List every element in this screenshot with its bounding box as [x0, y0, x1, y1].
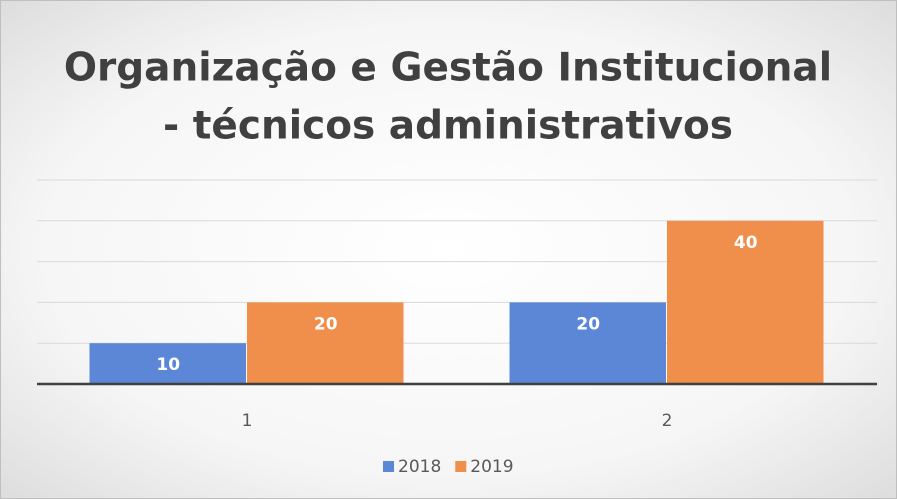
chart-title: Organização e Gestão Institucional — [64, 46, 832, 91]
x-tick-label: 2 — [662, 411, 673, 431]
data-label: 20 — [576, 314, 600, 334]
bar — [667, 220, 824, 384]
legend-label: 2019 — [470, 457, 513, 477]
data-label: 40 — [734, 233, 758, 253]
legend-swatch — [455, 461, 467, 472]
data-label: 10 — [156, 355, 180, 375]
legend-swatch — [383, 461, 394, 472]
bar — [89, 343, 246, 384]
legend-label: 2018 — [398, 457, 441, 477]
bar — [509, 302, 666, 384]
data-label: 20 — [314, 314, 338, 334]
chart-title: - técnicos administrativos — [163, 104, 733, 149]
bar — [247, 302, 404, 384]
x-tick-label: 1 — [242, 411, 253, 431]
